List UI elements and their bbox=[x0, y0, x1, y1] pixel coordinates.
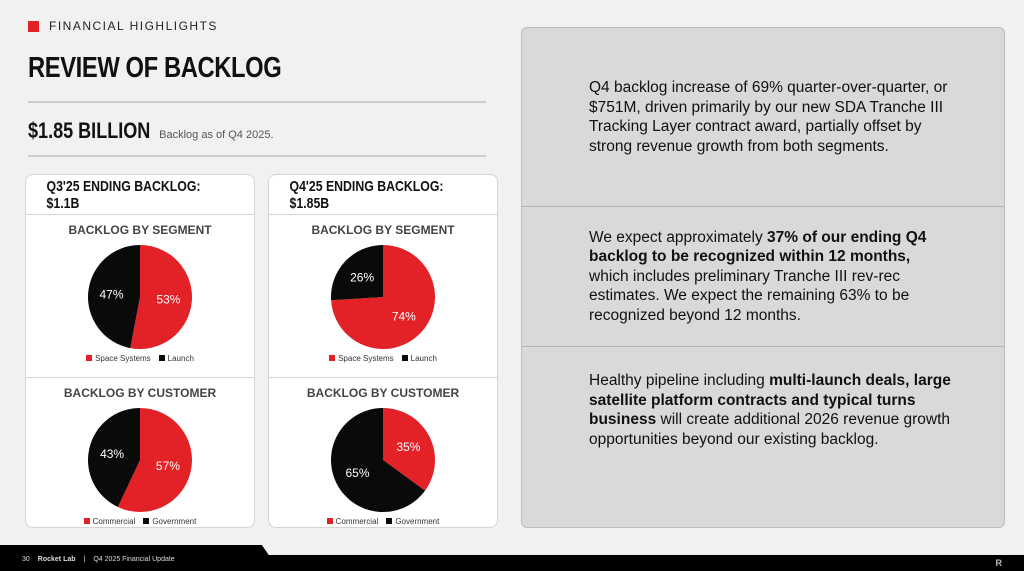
backlog-card: Q4'25 ENDING BACKLOG: $1.85B BACKLOG BY S… bbox=[268, 174, 498, 528]
footer-tab bbox=[0, 545, 270, 557]
document-name: Q4 2025 Financial Update bbox=[93, 556, 175, 563]
chart-title: BACKLOG BY CUSTOMER bbox=[63, 386, 217, 400]
pie-slice-government bbox=[331, 408, 426, 512]
chart-title: BACKLOG BY CUSTOMER bbox=[306, 386, 460, 400]
backlog-card: Q3'25 ENDING BACKLOG: $1.1B BACKLOG BY SE… bbox=[25, 174, 255, 528]
legend-item: Space Systems bbox=[329, 354, 394, 363]
total-value: $1.85 BILLION bbox=[28, 118, 151, 143]
chart-legend: Space Systems Launch bbox=[26, 354, 254, 363]
legend-item: Government bbox=[143, 517, 196, 526]
legend-label: Government bbox=[152, 517, 197, 526]
legend-item: Commercial bbox=[326, 517, 379, 526]
legend-label: Space Systems bbox=[95, 354, 151, 363]
chart-legend: Space Systems Launch bbox=[269, 354, 497, 363]
pie-slice-commercial bbox=[117, 408, 192, 512]
card-title-text: Q4'25 ENDING BACKLOG: $1.85B bbox=[289, 177, 444, 212]
pie-label: 74% bbox=[392, 310, 416, 324]
legend-swatch-icon bbox=[326, 518, 333, 524]
pie-slice-commercial bbox=[383, 408, 435, 491]
pie-slice-space-systems bbox=[130, 245, 192, 349]
divider bbox=[28, 155, 486, 157]
legend-swatch-icon bbox=[329, 355, 336, 361]
pie-slice-launch bbox=[87, 245, 140, 349]
pie-label: 26% bbox=[350, 270, 374, 284]
pie-chart: 74% 26% bbox=[331, 245, 435, 349]
footer-separator: | bbox=[83, 556, 86, 563]
pie-chart: 57% 43% bbox=[88, 408, 192, 512]
legend-label: Commercial bbox=[335, 517, 379, 526]
legend-swatch-icon bbox=[386, 518, 393, 524]
pie-slice-launch bbox=[331, 245, 383, 301]
legend-swatch-icon bbox=[83, 518, 90, 524]
chart-title: BACKLOG BY SEGMENT bbox=[68, 223, 212, 237]
commentary-text: We expect approximately 37% of our endin… bbox=[589, 228, 927, 324]
legend-swatch-icon bbox=[143, 518, 150, 524]
legend-item: Space Systems bbox=[86, 354, 151, 363]
commentary-text: Q4 backlog increase of 69% quarter-over-… bbox=[589, 79, 948, 155]
pie-label: 57% bbox=[156, 459, 180, 473]
legend-label: Government bbox=[395, 517, 440, 526]
chart-legend: Commercial Government bbox=[269, 517, 497, 526]
pie-chart: 35% 65% bbox=[331, 408, 435, 512]
pie-slice-space-systems bbox=[331, 245, 435, 349]
pie-slice-government bbox=[88, 408, 140, 508]
eyebrow-text: FINANCIAL HIGHLIGHTS bbox=[49, 19, 218, 33]
legend-swatch-icon bbox=[401, 355, 408, 361]
divider bbox=[28, 101, 486, 103]
backlog-by-customer: BACKLOG BY CUSTOMER 57% 43% Commercial Gover… bbox=[26, 386, 254, 527]
legend-item: Launch bbox=[158, 354, 194, 363]
rocket-lab-logo-icon: R bbox=[995, 558, 1003, 568]
card-title-text: Q3'25 ENDING BACKLOG: $1.1B bbox=[46, 177, 201, 212]
legend-swatch-icon bbox=[86, 355, 93, 361]
legend-label: Commercial bbox=[92, 517, 136, 526]
pie-label: 47% bbox=[100, 287, 124, 301]
pie-label: 35% bbox=[396, 440, 420, 454]
pie-label: 65% bbox=[346, 466, 370, 480]
legend-item: Launch bbox=[401, 354, 437, 363]
red-square-icon bbox=[28, 20, 39, 32]
total-caption: Backlog as of Q4 2025. bbox=[159, 129, 274, 141]
footer-bar bbox=[0, 555, 1024, 571]
page-title: REVIEW OF BACKLOG bbox=[28, 52, 282, 84]
legend-item: Government bbox=[386, 517, 439, 526]
card-title: Q4'25 ENDING BACKLOG: $1.85B bbox=[269, 175, 497, 215]
legend-label: Launch bbox=[167, 354, 194, 363]
total-backlog: $1.85 BILLION Backlog as of Q4 2025. bbox=[28, 118, 274, 144]
card-title: Q3'25 ENDING BACKLOG: $1.1B bbox=[26, 175, 254, 215]
pie-label: 43% bbox=[100, 447, 124, 461]
commentary-pipeline: Healthy pipeline including multi-launch … bbox=[522, 347, 1004, 527]
commentary-text: Healthy pipeline including multi-launch … bbox=[589, 372, 951, 448]
commentary-backlog-increase: Q4 backlog increase of 69% quarter-over-… bbox=[522, 28, 1004, 207]
chart-legend: Commercial Government bbox=[26, 517, 254, 526]
chart-title: BACKLOG BY SEGMENT bbox=[311, 223, 455, 237]
commentary-recognition: We expect approximately 37% of our endin… bbox=[522, 207, 1004, 347]
page-number: 30 bbox=[22, 556, 30, 563]
pie-chart: 53% 47% bbox=[87, 245, 192, 349]
commentary-panel: Q4 backlog increase of 69% quarter-over-… bbox=[521, 27, 1005, 528]
backlog-by-segment: BACKLOG BY SEGMENT 53% 47% Space Systems Lau… bbox=[26, 223, 254, 378]
footer-text: 30 Rocket Lab | Q4 2025 Financial Update bbox=[22, 556, 175, 563]
legend-label: Launch bbox=[410, 354, 437, 363]
legend-swatch-icon bbox=[158, 355, 165, 361]
company-name: Rocket Lab bbox=[37, 556, 76, 563]
legend-item: Commercial bbox=[83, 517, 136, 526]
section-eyebrow: FINANCIAL HIGHLIGHTS bbox=[28, 19, 218, 33]
backlog-by-segment: BACKLOG BY SEGMENT 74% 26% Space Systems Lau… bbox=[269, 223, 497, 378]
pie-label: 53% bbox=[156, 293, 180, 307]
backlog-by-customer: BACKLOG BY CUSTOMER 35% 65% Commercial Gover… bbox=[269, 386, 497, 527]
legend-label: Space Systems bbox=[338, 354, 394, 363]
